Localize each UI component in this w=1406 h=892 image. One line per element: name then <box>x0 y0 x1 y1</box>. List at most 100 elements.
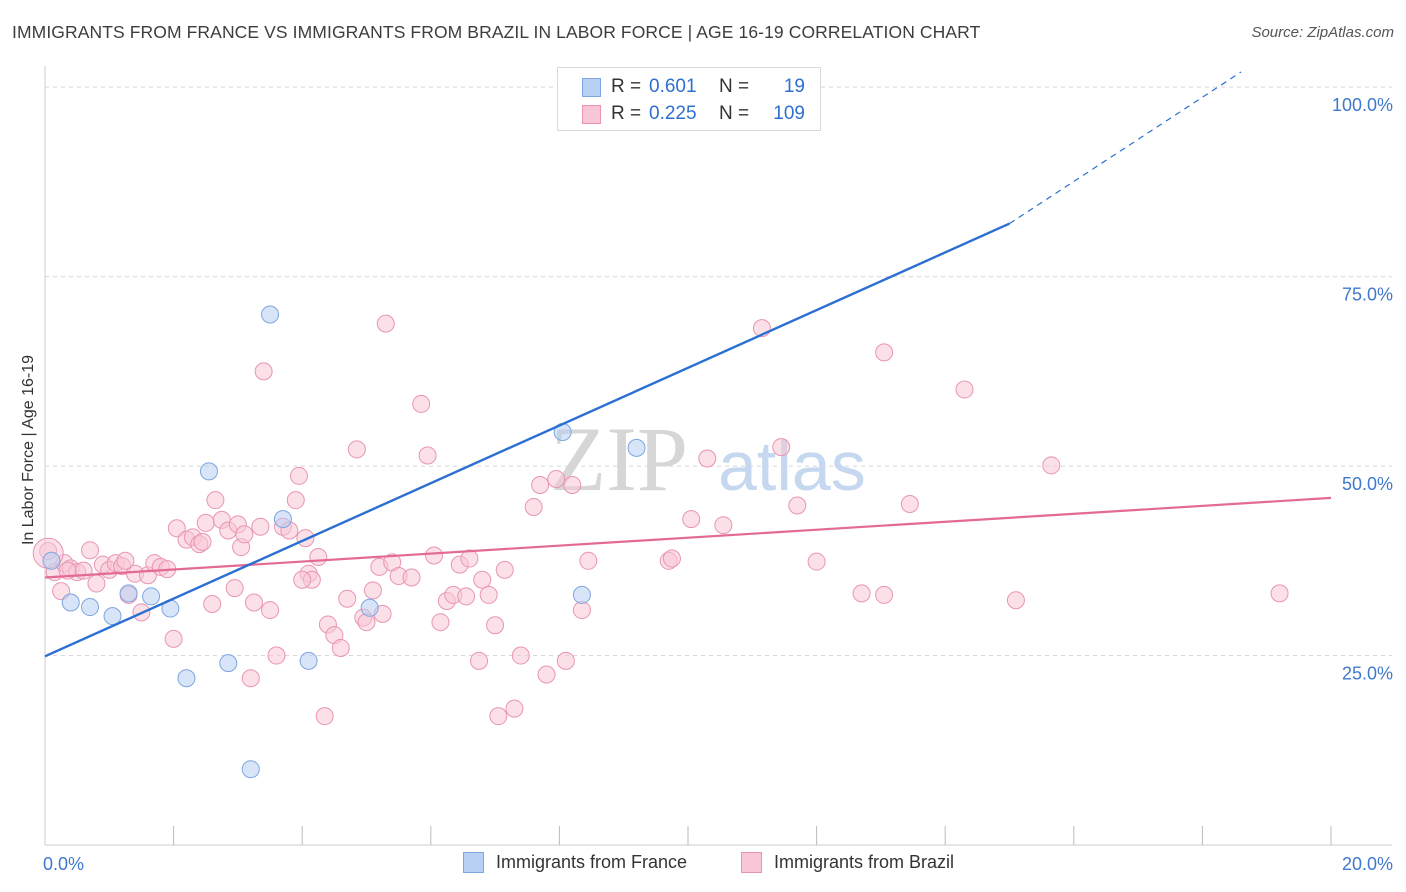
france-point <box>299 651 318 670</box>
brazil-trend-line <box>44 496 1332 579</box>
france-trend-extension <box>1009 71 1242 225</box>
legend-n-value: 19 <box>783 76 805 97</box>
brazil-point <box>225 579 244 598</box>
brazil-point <box>203 595 222 614</box>
france-point <box>572 585 591 604</box>
correlation-legend: R = 0.601 N = 19 R = 0.225 N = 109 <box>557 67 821 131</box>
legend-n-label: N = <box>719 76 750 97</box>
brazil-point <box>376 314 395 333</box>
legend-r-value: 0.225 <box>649 103 697 124</box>
chart-title: IMMIGRANTS FROM FRANCE VS IMMIGRANTS FRO… <box>12 22 981 42</box>
brazil-point <box>900 494 919 513</box>
brazil-point <box>682 510 701 529</box>
brazil-point <box>402 568 421 587</box>
france-point <box>142 587 161 606</box>
brazil-point <box>955 380 974 399</box>
brazil-point <box>875 585 894 604</box>
brazil-point <box>547 469 566 488</box>
brazil-point <box>261 601 280 620</box>
brazil-point <box>74 561 93 580</box>
series-legend: Immigrants from France Immigrants from B… <box>0 852 1406 878</box>
brazil-point <box>807 552 826 571</box>
brazil-point <box>511 646 530 665</box>
brazil-point <box>164 629 183 648</box>
watermark-atlas: atlas <box>718 427 866 505</box>
legend-label-france: Immigrants from France <box>496 852 688 872</box>
france-point <box>261 305 280 324</box>
brazil-point <box>267 646 286 665</box>
brazil-point <box>81 541 100 560</box>
legend-item-brazil[interactable]: Immigrants from Brazil <box>741 852 954 873</box>
brazil-point <box>875 343 894 362</box>
brazil-point <box>331 638 350 657</box>
y-tick-label: 25.0% <box>1342 664 1393 684</box>
y-tick-label: 50.0% <box>1342 474 1393 494</box>
source-label: Source: ZipAtlas.com <box>1251 24 1394 41</box>
brazil-point <box>788 496 807 515</box>
legend-label-brazil: Immigrants from Brazil <box>774 852 955 872</box>
legend-r-label: R = <box>611 76 642 97</box>
brazil-point <box>363 581 382 600</box>
watermark-zip: ZIP <box>550 408 688 510</box>
brazil-point <box>315 707 334 726</box>
france-points <box>42 70 755 779</box>
brazil-point <box>241 669 260 688</box>
brazil-point <box>537 665 556 684</box>
brazil-point <box>286 491 305 510</box>
legend-swatch-france <box>582 77 601 97</box>
france-point <box>627 438 646 457</box>
brazil-point <box>196 513 215 532</box>
brazil-point <box>309 548 328 567</box>
y-tick-label: 75.0% <box>1342 285 1393 305</box>
brazil-point <box>289 466 308 485</box>
france-point <box>119 584 138 603</box>
x-tick-label: 0.0% <box>43 854 84 874</box>
brazil-point <box>193 532 212 551</box>
brazil-point <box>251 517 270 536</box>
brazil-point <box>425 546 444 565</box>
watermark: ZIP atlas <box>550 408 866 510</box>
y-axis-label-wrap: In Labor Force | Age 16-19 <box>14 320 44 580</box>
france-point <box>177 669 196 688</box>
brazil-point <box>1042 456 1061 475</box>
france-point <box>103 607 122 626</box>
legend-swatch-france <box>463 852 484 873</box>
brazil-point <box>116 551 135 570</box>
brazil-point <box>572 601 591 620</box>
brazil-point <box>457 587 476 606</box>
brazil-point <box>662 549 681 568</box>
legend-row-brazil: R = 0.225 N = 109 <box>558 100 805 128</box>
brazil-point <box>412 394 431 413</box>
brazil-point <box>486 616 505 635</box>
brazil-point <box>473 570 492 589</box>
brazil-point <box>579 551 598 570</box>
brazil-point <box>852 584 871 603</box>
brazil-point <box>714 516 733 535</box>
legend-n-value: 109 <box>773 103 805 124</box>
brazil-point <box>531 476 550 495</box>
brazil-point <box>524 498 543 517</box>
brazil-point <box>87 574 106 593</box>
legend-swatch-brazil <box>741 852 762 873</box>
brazil-point <box>235 525 254 544</box>
brazil-point <box>431 613 450 632</box>
brazil-point <box>470 651 489 670</box>
x-tick-label: 20.0% <box>1342 854 1393 874</box>
france-point <box>81 598 100 617</box>
france-point <box>241 760 260 779</box>
france-point <box>42 551 61 570</box>
brazil-point <box>347 440 366 459</box>
legend-row-france: R = 0.601 N = 19 <box>558 73 805 101</box>
brazil-point <box>563 476 582 495</box>
brazil-point <box>1006 591 1025 610</box>
brazil-point <box>338 589 357 608</box>
brazil-point <box>556 651 575 670</box>
legend-item-france[interactable]: Immigrants from France <box>463 852 687 873</box>
legend-r-label: R = <box>611 103 642 124</box>
brazil-point <box>293 570 312 589</box>
brazil-point <box>479 585 498 604</box>
brazil-point <box>244 593 263 612</box>
brazil-point <box>489 707 508 726</box>
y-tick-label: 100.0% <box>1332 95 1393 115</box>
